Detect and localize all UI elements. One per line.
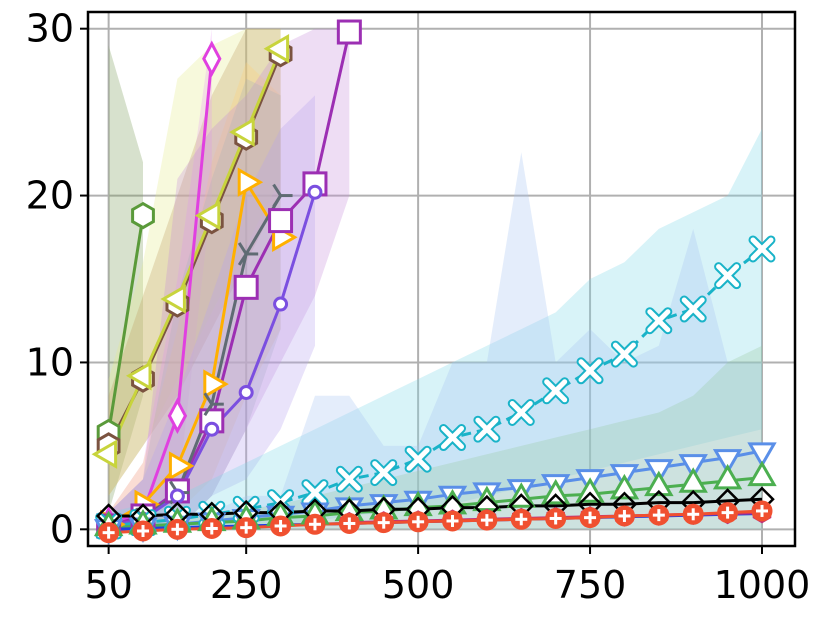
- marker-s4-p4: [237, 167, 264, 197]
- line-series-3: [108, 58, 214, 526]
- marker-s4-p3: [203, 369, 229, 399]
- y-tick-label: 0: [50, 507, 74, 551]
- band-series-3: [108, 28, 212, 530]
- line-series-8: [108, 247, 763, 528]
- marker-s2-p3: [194, 200, 221, 231]
- marker-s8-p10: [439, 424, 467, 452]
- x-tick-label: 50: [84, 563, 132, 607]
- marker-s14-p11: [476, 509, 498, 531]
- marker-s8-p7: [335, 465, 363, 493]
- marker-s8-p12: [507, 399, 535, 426]
- band-series-6: [108, 78, 281, 530]
- band-series-7: [108, 95, 315, 530]
- marker-s8-p14: [576, 357, 604, 385]
- marker-s5-p4: [233, 274, 259, 300]
- marker-s9-p17: [678, 454, 708, 480]
- marker-s14-p10: [442, 510, 464, 532]
- marker-s14-p19: [751, 500, 773, 522]
- series-markers: [91, 19, 777, 545]
- marker-s14-p4: [235, 517, 257, 539]
- marker-s14-p7: [338, 512, 360, 534]
- marker-s10-p15: [609, 473, 640, 500]
- y-tick-label: 20: [26, 174, 74, 218]
- marker-s8-p18: [714, 262, 742, 290]
- marker-s9-p19: [747, 442, 777, 468]
- marker-s8-p13: [542, 377, 570, 405]
- marker-s8-p17: [679, 295, 707, 323]
- plot-frame: [86, 10, 797, 548]
- marker-s8-p15: [610, 340, 638, 368]
- marker-s14-p3: [201, 517, 223, 539]
- marker-s2-p0: [91, 439, 118, 469]
- marker-s10-p18: [712, 463, 743, 490]
- marker-s8-p16: [645, 307, 673, 335]
- marker-s14-p9: [407, 511, 429, 533]
- x-tick-label: 500: [382, 563, 455, 607]
- band-series-4: [108, 62, 281, 530]
- y-tick-label: 10: [26, 340, 74, 384]
- marker-s3-p3: [202, 40, 222, 77]
- marker-s9-p18: [712, 449, 743, 475]
- axis-ticks: 50 250 500 750 1000 0 10 20 30: [26, 7, 811, 607]
- x-tick-label: 750: [554, 563, 627, 607]
- marker-s8-p19: [748, 235, 776, 263]
- marker-s10-p13: [540, 478, 571, 505]
- band-series-10: [108, 345, 763, 530]
- marker-s10-p14: [575, 477, 605, 503]
- marker-s10-p19: [747, 460, 777, 487]
- band-series-8: [108, 128, 763, 530]
- marker-s8-p8: [370, 459, 398, 487]
- marker-s6-p3: [203, 392, 224, 416]
- marker-s14-p17: [682, 503, 704, 525]
- marker-s7-p4: [238, 384, 254, 400]
- marker-s6-p5: [272, 183, 293, 208]
- marker-s3-p2: [167, 397, 188, 435]
- marker-s6-p4: [237, 242, 259, 266]
- y-tick-label: 30: [26, 7, 74, 51]
- marker-s14-p0: [98, 522, 120, 544]
- marker-s14-p14: [579, 507, 601, 529]
- marker-s7-p2: [169, 488, 185, 504]
- marker-s2-p5: [263, 34, 290, 64]
- marker-s4-p2: [168, 451, 195, 481]
- marker-s2-p4: [229, 117, 255, 147]
- marker-s14-p16: [648, 504, 670, 526]
- band-series-9: [108, 152, 763, 530]
- marker-s14-p5: [270, 515, 292, 537]
- marker-s5-p5: [268, 208, 294, 234]
- marker-s10-p16: [644, 470, 674, 497]
- marker-s7-p6: [307, 184, 323, 200]
- marker-s14-p15: [613, 505, 635, 527]
- marker-s14-p6: [304, 513, 326, 535]
- marker-s5-p7: [336, 19, 362, 45]
- marker-s0-p1: [131, 201, 155, 230]
- marker-s7-p3: [204, 421, 220, 437]
- marker-s14-p13: [545, 507, 567, 529]
- marker-s14-p1: [132, 520, 154, 542]
- marker-s14-p8: [373, 512, 395, 534]
- x-tick-label: 250: [210, 563, 283, 607]
- marker-s8-p9: [404, 445, 432, 473]
- marker-s14-p18: [717, 502, 739, 524]
- marker-s8-p6: [301, 479, 329, 507]
- marker-s8-p11: [473, 415, 501, 443]
- marker-s2-p2: [160, 284, 186, 314]
- line-series-0: [107, 215, 145, 433]
- marker-s7-p5: [273, 296, 289, 312]
- marker-s14-p12: [510, 508, 532, 530]
- marker-s14-p2: [166, 518, 188, 540]
- x-tick-label: 1000: [714, 563, 811, 607]
- marker-s2-p1: [125, 361, 152, 391]
